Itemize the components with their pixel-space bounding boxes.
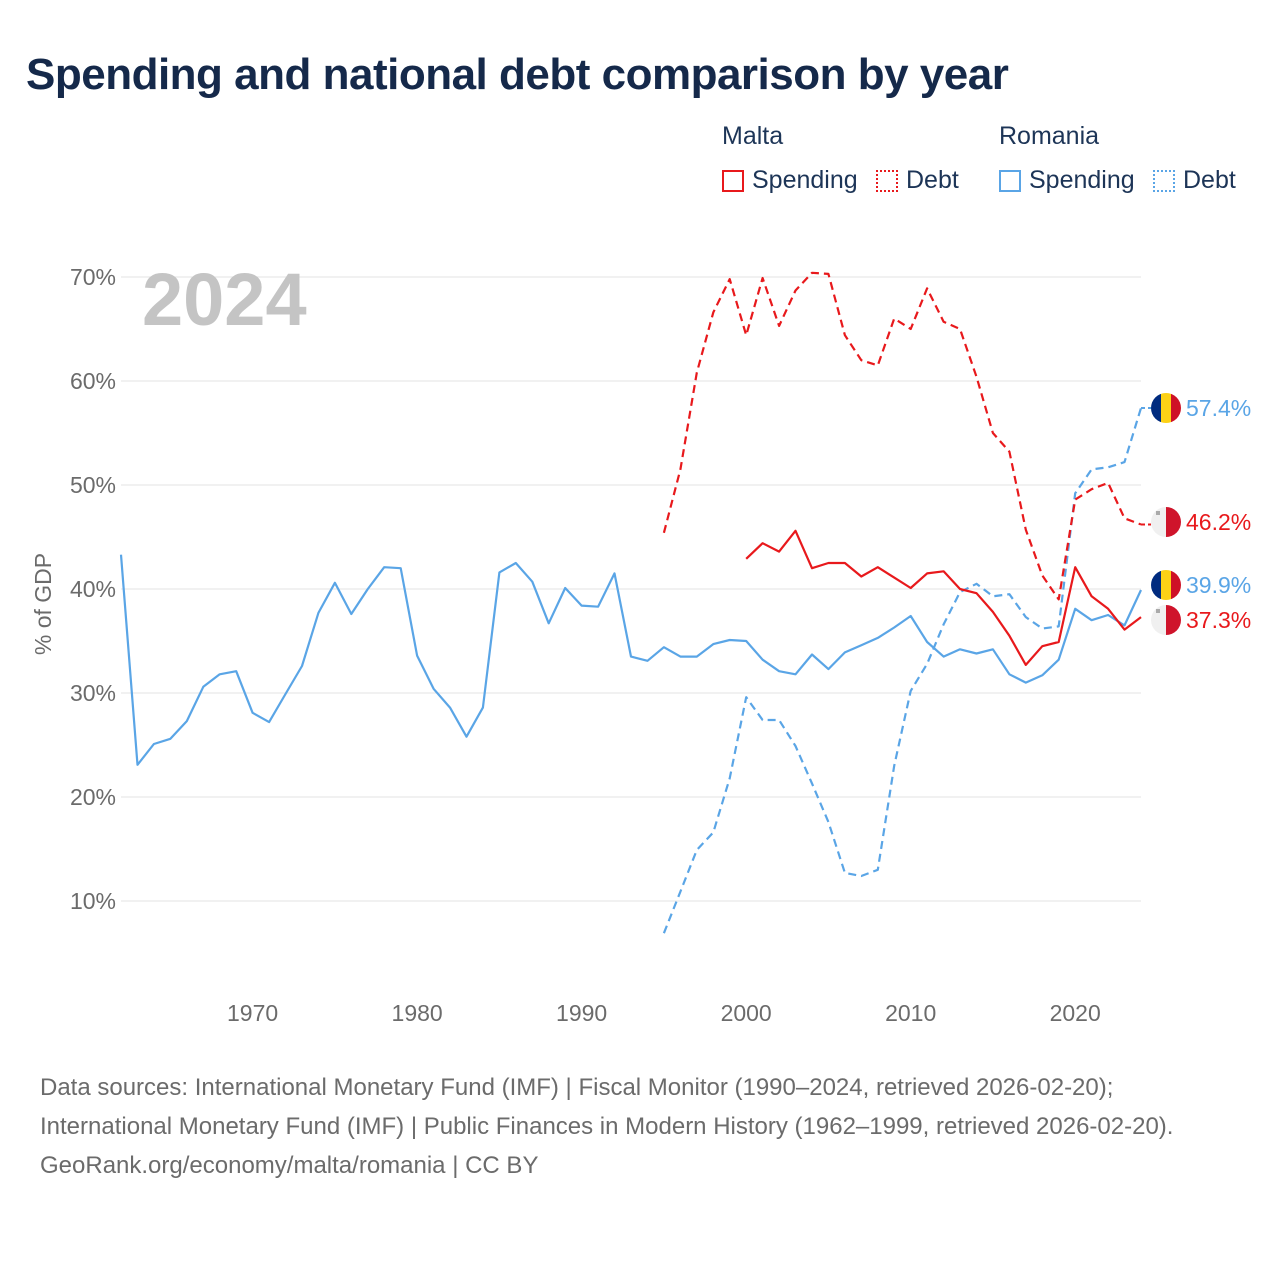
legend-label: Debt bbox=[906, 166, 959, 194]
legend-item-malta-debt[interactable]: Debt bbox=[876, 166, 959, 195]
romania-flag-icon bbox=[1151, 393, 1181, 423]
x-axis-ticks: 1970 1980 1990 2000 2010 2020 bbox=[227, 1000, 1101, 1026]
end-label-romania-debt: 57.4% bbox=[1186, 395, 1251, 421]
legend-swatch-solid-blue bbox=[999, 169, 1021, 192]
end-label-malta-debt: 46.2% bbox=[1186, 509, 1251, 535]
x-tick-label: 2000 bbox=[721, 1000, 772, 1026]
y-tick-label: 10% bbox=[70, 888, 116, 914]
y-tick-label: 60% bbox=[70, 368, 116, 394]
legend-item-malta-spending[interactable]: Spending bbox=[722, 166, 858, 195]
legend-swatch-dotted-red bbox=[876, 169, 898, 192]
malta-flag-icon bbox=[1151, 605, 1181, 635]
legend-swatch-dotted-blue bbox=[1153, 169, 1175, 192]
end-label-romania-spending: 39.9% bbox=[1186, 572, 1251, 598]
x-tick-label: 2010 bbox=[885, 1000, 936, 1026]
x-tick-label: 1980 bbox=[392, 1000, 443, 1026]
series-line-romania-debt[interactable] bbox=[662, 407, 1143, 934]
legend-label: Debt bbox=[1183, 166, 1236, 194]
y-tick-label: 20% bbox=[70, 784, 116, 810]
series-line-romania-spending[interactable] bbox=[119, 554, 1142, 766]
y-tick-label: 50% bbox=[70, 472, 116, 498]
line-chart: 10% 20% 30% 40% 50% 60% 70% 1970 1980 1990 2000 20… bbox=[30, 258, 1251, 1026]
legend-item-romania-spending[interactable]: Spending bbox=[999, 166, 1135, 195]
x-tick-label: 1990 bbox=[556, 1000, 607, 1026]
y-tick-label: 30% bbox=[70, 680, 116, 706]
x-tick-label: 1970 bbox=[227, 1000, 278, 1026]
chart-title: Spending and national debt comparison by… bbox=[26, 50, 1009, 99]
x-tick-label: 2020 bbox=[1050, 1000, 1101, 1026]
credit-link[interactable]: GeoRank.org/economy/malta/romania | CC B… bbox=[40, 1152, 539, 1179]
romania-flag-icon bbox=[1151, 570, 1181, 600]
footer: Data sources: International Monetary Fun… bbox=[40, 1068, 1250, 1185]
y-tick-label: 40% bbox=[70, 576, 116, 602]
end-label-malta-spending: 37.3% bbox=[1186, 607, 1251, 633]
y-axis-label: % of GDP bbox=[30, 553, 56, 655]
grid-lines bbox=[121, 276, 1141, 902]
legend-item-romania-debt[interactable]: Debt bbox=[1153, 166, 1236, 195]
legend-label: Spending bbox=[1029, 166, 1135, 194]
data-sources: Data sources: International Monetary Fun… bbox=[40, 1074, 1174, 1140]
series-line-malta-debt[interactable] bbox=[662, 271, 1142, 601]
series-lines bbox=[119, 271, 1151, 934]
legend-group-malta: Malta bbox=[722, 122, 784, 150]
series-line-malta-spending[interactable] bbox=[745, 529, 1142, 667]
year-label: 2024 bbox=[142, 258, 307, 341]
legend-group-romania: Romania bbox=[999, 122, 1100, 150]
legend-label: Spending bbox=[752, 166, 858, 194]
legend-swatch-solid-red bbox=[722, 169, 744, 192]
malta-flag-icon bbox=[1151, 507, 1181, 537]
y-tick-label: 70% bbox=[70, 264, 116, 290]
y-axis-ticks: 10% 20% 30% 40% 50% 60% 70% bbox=[70, 264, 116, 914]
